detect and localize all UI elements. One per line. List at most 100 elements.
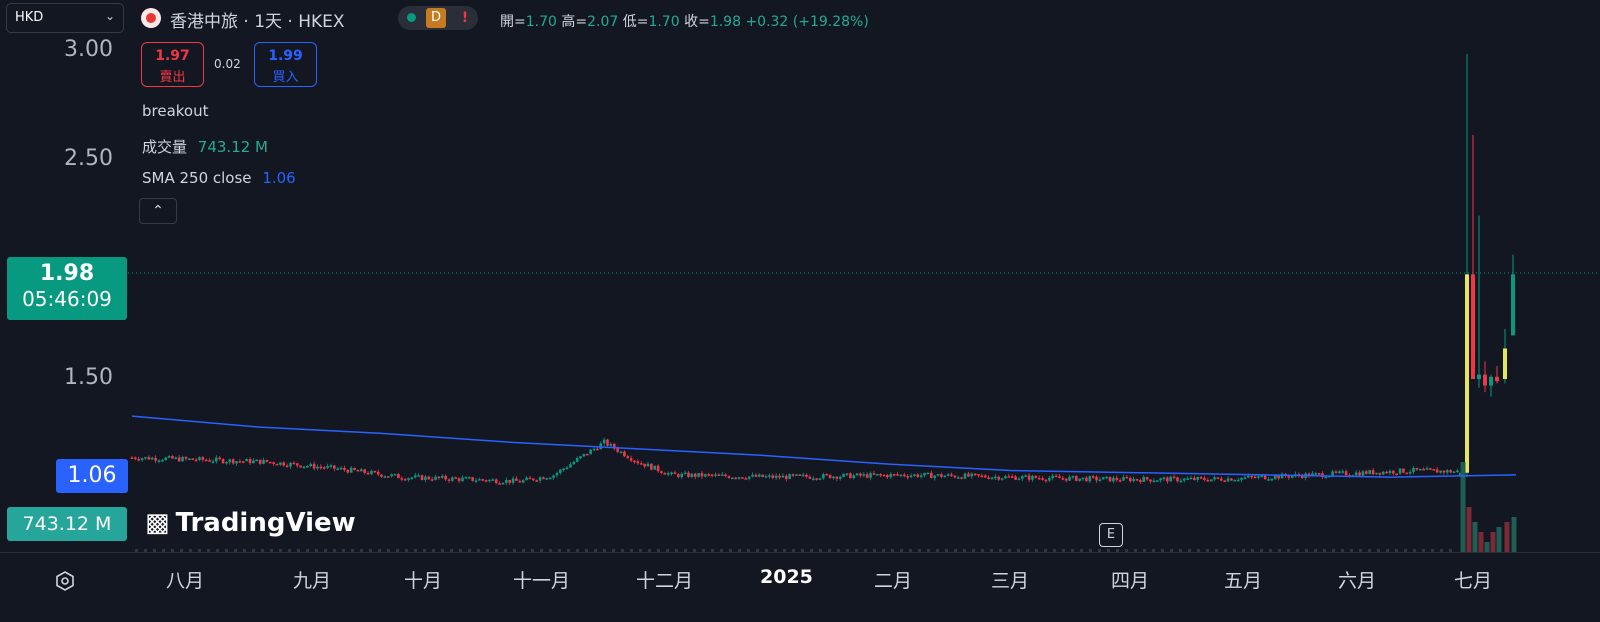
buy-button[interactable]: 1.99 買入	[254, 42, 317, 87]
time-axis-separator	[0, 552, 1600, 553]
candle-body	[1125, 476, 1129, 479]
candle-body	[201, 457, 205, 460]
volume-bar	[765, 549, 768, 552]
volume-bar	[1395, 549, 1398, 552]
candle-body	[720, 474, 724, 476]
candle-body	[697, 473, 700, 477]
currency-selector[interactable]: HKD ⌄	[6, 3, 124, 33]
candle-body	[572, 461, 576, 465]
candle-body	[646, 463, 650, 467]
candle-body	[754, 474, 758, 477]
candle-body	[1236, 479, 1240, 482]
candle-body	[1209, 479, 1213, 482]
candle-body	[579, 456, 582, 459]
candle-body	[1257, 476, 1260, 478]
volume-bar	[1278, 549, 1281, 552]
candle-body	[427, 476, 431, 480]
volume-bar	[981, 549, 984, 552]
candle-body	[828, 474, 832, 479]
candle-body	[784, 475, 788, 480]
candle-body	[248, 459, 252, 464]
candle-body	[1105, 476, 1108, 479]
candle-body	[569, 464, 572, 468]
candle-body	[1422, 468, 1425, 471]
candle-body	[339, 467, 343, 470]
candle-body	[835, 476, 839, 479]
volume-bar	[342, 549, 345, 552]
candle-body	[420, 475, 424, 481]
candle-body	[700, 473, 704, 477]
candle-body	[916, 474, 920, 477]
tradingview-logo[interactable]: ▩ TradingView	[145, 508, 356, 538]
candle-body	[1091, 476, 1095, 478]
candle-body	[1465, 274, 1469, 473]
candle-body	[575, 458, 579, 462]
volume-bar	[900, 549, 903, 552]
volume-bar	[783, 549, 786, 552]
candle-body	[1402, 468, 1405, 473]
volume-bar	[1188, 549, 1191, 552]
candle-body	[845, 473, 849, 475]
candle-body	[299, 465, 302, 468]
candle-body	[616, 448, 619, 452]
candle-body	[771, 475, 775, 478]
volume-bar	[180, 549, 183, 552]
volume-bar	[891, 549, 894, 552]
candle-body	[518, 480, 522, 483]
volume-bar	[684, 549, 687, 552]
volume-bar	[351, 549, 354, 552]
volume-bar	[414, 549, 417, 552]
candle-body	[838, 476, 842, 479]
candle-body	[1155, 480, 1159, 482]
indicator-sma[interactable]: SMA 250 close 1.06	[142, 169, 296, 187]
candle-body	[1503, 348, 1507, 379]
volume-bar	[1071, 549, 1074, 552]
earnings-marker[interactable]: E	[1099, 523, 1123, 547]
volume-bar	[621, 549, 624, 552]
settings-icon[interactable]	[54, 570, 76, 592]
candle-body	[430, 479, 434, 481]
candle-body	[936, 474, 940, 476]
sma-250-line	[131, 415, 1517, 478]
alert-icon[interactable]: !	[461, 10, 469, 26]
candle-body	[1024, 475, 1028, 477]
candle-body	[842, 473, 845, 477]
candle-body	[1246, 475, 1250, 478]
candle-body	[478, 479, 481, 481]
volume-bar	[486, 549, 489, 552]
candle-body	[872, 473, 876, 475]
candle-body	[393, 474, 397, 476]
candle-body	[562, 468, 565, 471]
candle-body	[1007, 476, 1011, 478]
indicator-volume[interactable]: 成交量 743.12 M	[142, 136, 268, 157]
volume-bar	[1484, 542, 1490, 552]
candle-body	[144, 457, 147, 459]
candle-body	[252, 460, 255, 464]
candle-body	[973, 473, 977, 476]
candle-body	[670, 472, 673, 474]
delayed-data-badge[interactable]: D	[426, 8, 446, 28]
candle-body	[704, 474, 707, 477]
indicator-breakout[interactable]: breakout	[142, 102, 209, 120]
candle-body	[1317, 473, 1321, 475]
volume-bar	[171, 549, 174, 552]
candle-body	[282, 462, 286, 466]
candle-body	[481, 479, 485, 481]
candle-body	[1368, 470, 1372, 474]
volume-bar	[990, 549, 993, 552]
volume-bar	[720, 549, 723, 552]
candle-body	[181, 457, 184, 462]
volume-bar	[1125, 549, 1128, 552]
candle-body	[255, 459, 259, 462]
candle-body	[1054, 475, 1058, 478]
volume-bar	[558, 549, 561, 552]
candle-body	[589, 449, 592, 455]
candle-body	[929, 472, 933, 479]
bar-countdown: 05:46:09	[22, 287, 112, 311]
volume-bar	[369, 549, 372, 552]
symbol-title[interactable]: 香港中旅 · 1天 · HKEX	[170, 12, 345, 32]
sell-button[interactable]: 1.97 賣出	[141, 42, 204, 87]
legend-collapse-button[interactable]: ⌃	[139, 198, 177, 224]
tradingview-logo-icon: ▩	[145, 508, 170, 538]
